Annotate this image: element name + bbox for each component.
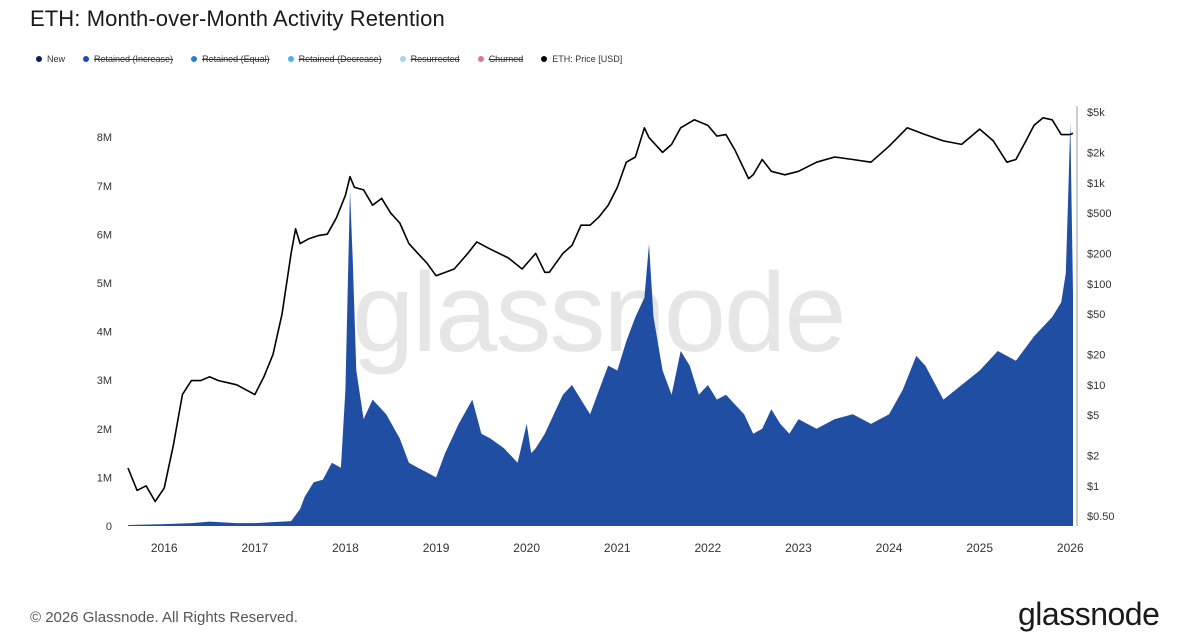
legend-label: Resurrected (410, 54, 460, 64)
right-axis-tick-label: $100 (1087, 279, 1111, 291)
x-axis-tick-label: 2020 (513, 541, 540, 555)
left-axis-tick-label: 4M (97, 327, 112, 339)
legend-label: Retained (Increase) (94, 54, 174, 64)
right-axis-tick-label: $20 (1087, 349, 1105, 361)
right-axis-tick-label: $200 (1087, 248, 1111, 260)
left-axis-tick-label: 1M (97, 472, 112, 484)
x-axis-tick-label: 2019 (423, 541, 450, 555)
legend-label: Churned (488, 54, 524, 64)
chart: 0 1M 2M 3M 4M 5M 6M 7M 8M $0.50 $1 $2 $5 $10 $20 $50 $10… (97, 106, 1115, 555)
legend-item[interactable]: Churned (477, 54, 524, 64)
chart-title: ETH: Month-over-Month Activity Retention (30, 6, 445, 31)
legend-dot-icon (399, 56, 406, 62)
legend-label: Retained (Equal) (202, 54, 270, 64)
right-axis-tick-label: $500 (1087, 208, 1111, 220)
legend-item[interactable]: Retained (Increase) (83, 54, 173, 64)
copyright: © 2026 Glassnode. All Rights Reserved. (30, 609, 298, 626)
right-axis-tick-label: $1k (1087, 178, 1105, 190)
series-area-new (128, 122, 1073, 526)
legend-dot-icon (83, 56, 90, 62)
right-axis-tick-label: $5k (1087, 107, 1105, 119)
left-axis-tick-label: 8M (97, 132, 112, 144)
legend-label: ETH: Price [USD] (552, 54, 623, 64)
legend-label: Retained (Decrease) (298, 54, 382, 64)
legend-dot-icon (191, 56, 198, 62)
left-axis-tick-label: 2M (97, 424, 112, 436)
legend-dot-icon (36, 56, 42, 62)
x-axis-tick-label: 2025 (966, 541, 993, 555)
right-axis-tick-label: $1 (1087, 481, 1099, 493)
left-axis-tick-label: 5M (97, 278, 112, 290)
right-axis-tick-label: $2 (1087, 450, 1099, 462)
right-axis-tick-label: $0.50 (1087, 511, 1115, 523)
x-axis-tick-label: 2024 (876, 541, 903, 555)
legend-label: New (47, 54, 66, 64)
legend-dot-icon (477, 56, 484, 62)
x-axis-tick-label: 2016 (151, 541, 178, 555)
x-axis-tick-label: 2026 (1057, 541, 1084, 555)
legend-dot-icon (287, 56, 294, 62)
left-axis-tick-label: 6M (97, 229, 112, 241)
x-axis-tick-label: 2018 (332, 541, 359, 555)
right-axis-tick-label: $2k (1087, 147, 1105, 159)
x-axis-tick-label: 2023 (785, 541, 812, 555)
left-axis-tick-label: 7M (97, 181, 112, 193)
right-axis-tick-label: $10 (1087, 380, 1105, 392)
legend-item[interactable]: Retained (Equal) (191, 54, 270, 64)
glassnode-logo: glassnode (1018, 596, 1160, 632)
legend-item[interactable]: New (36, 54, 65, 64)
legend-item[interactable]: Resurrected (399, 54, 460, 64)
right-axis-tick-label: $5 (1087, 410, 1099, 422)
x-axis-tick-label: 2021 (604, 541, 631, 555)
legend-dot-icon (541, 56, 548, 62)
legend: New Retained (Increase) Retained (Equal) Re… (36, 54, 622, 64)
left-axis-tick-label: 0 (106, 521, 112, 533)
x-axis-tick-label: 2022 (695, 541, 722, 555)
legend-item[interactable]: ETH: Price [USD] (541, 54, 622, 64)
right-axis-tick-label: $50 (1087, 309, 1105, 321)
left-axis-tick-label: 3M (97, 375, 112, 387)
legend-item[interactable]: Retained (Decrease) (287, 54, 382, 64)
x-axis-tick-label: 2017 (241, 541, 268, 555)
series-line-price (127, 117, 1074, 503)
